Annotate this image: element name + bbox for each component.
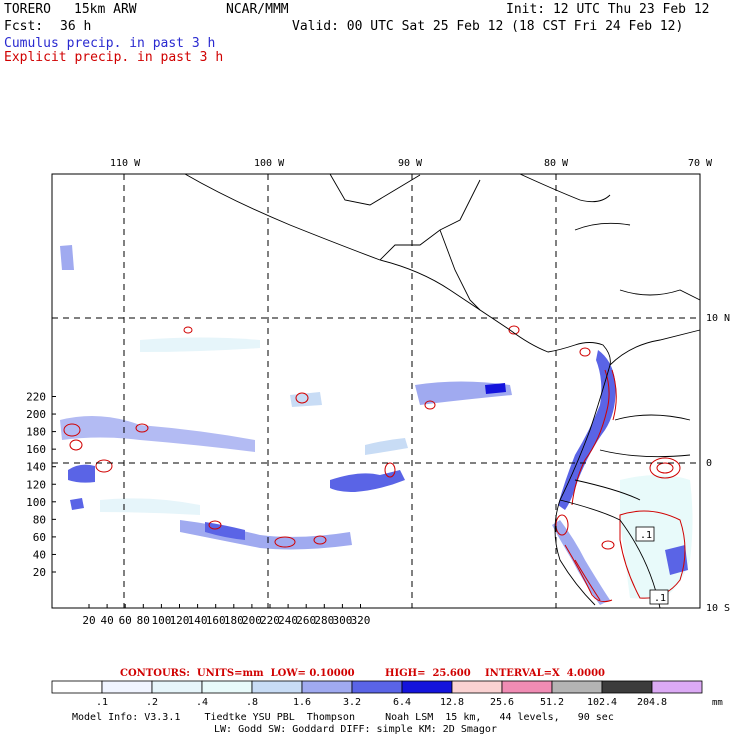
colorbar-label: 12.8 [440, 697, 464, 708]
y-tick-label: 180 [26, 426, 46, 439]
cumulus-precip-areas [60, 245, 693, 605]
y-tick-label: 200 [26, 408, 46, 421]
colorbar-swatch [301, 680, 353, 694]
x-tick-label: 120 [170, 614, 190, 627]
contour-label-box-2 [649, 589, 669, 605]
field-explicit-title: Explicit precip. in past 3 h [4, 50, 224, 65]
colorbar-label: 6.4 [393, 697, 411, 708]
explicit-precip-contours [63, 325, 686, 603]
colorbar-swatch [201, 680, 253, 694]
colorbar-label: .4 [196, 697, 208, 708]
lat-label-10n: 10 N [706, 313, 730, 324]
contour-high: HIGH= 25.600 [385, 668, 471, 679]
colorbar-swatch [251, 680, 303, 694]
colorbar-swatch [101, 680, 153, 694]
graticule [52, 174, 700, 608]
x-tick-label: 260 [296, 614, 316, 627]
colorbar-unit: mm [712, 698, 723, 708]
lat-label-10s: 10 S [706, 603, 730, 614]
y-tick-label: 140 [26, 461, 46, 474]
x-tick-label: 200 [242, 614, 262, 627]
x-tick-label: 140 [188, 614, 208, 627]
colorbar-swatch [451, 680, 503, 694]
lon-label-90w: 90 W [398, 158, 423, 169]
colorbar-label: 25.6 [490, 697, 514, 708]
model-info-line1: Model Info: V3.3.1 Tiedtke YSU PBL Thomp… [72, 712, 614, 723]
init-time: Init: 12 UTC Thu 23 Feb 12 [506, 2, 710, 17]
field-cumulus-title: Cumulus precip. in past 3 h [4, 36, 216, 51]
y-tick-labels: 20 40 60 80 100 120 140 160 180 200 220 [26, 391, 46, 580]
contour-interval: INTERVAL=X 4.0000 [485, 668, 605, 679]
y-tick-label: 40 [33, 548, 46, 561]
contour-label-box-1 [635, 526, 655, 542]
lon-label-80w: 80 W [544, 158, 569, 169]
colorbar-swatch [551, 680, 603, 694]
model-name: TORERO [4, 2, 51, 17]
coastlines [184, 173, 701, 609]
colorbar-label: 3.2 [343, 697, 361, 708]
x-tick-labels: 20 40 60 80 10012014016018020022024026028030… [82, 614, 370, 627]
tick-marks [52, 396, 361, 608]
x-tick-label: 20 [82, 614, 95, 627]
plot-frame [51, 173, 701, 609]
colorbar-swatch [651, 680, 703, 694]
contour-label-1: .1 [640, 530, 652, 541]
lon-label-110w: 110 W [110, 158, 141, 169]
colorbar-label: .1 [96, 697, 108, 708]
x-tick-label: 220 [260, 614, 280, 627]
colorbar-label: .8 [246, 697, 258, 708]
x-tick-label: 80 [137, 614, 150, 627]
valid-time: Valid: 00 UTC Sat 25 Feb 12 (18 CST Fri … [292, 19, 684, 34]
colorbar-swatch [401, 680, 453, 694]
x-tick-label: 300 [332, 614, 352, 627]
contour-units: CONTOURS: UNITS=mm LOW= 0.10000 [120, 668, 355, 679]
x-tick-label: 160 [206, 614, 226, 627]
y-tick-label: 220 [26, 391, 46, 404]
colorbar-label: 1.6 [293, 697, 311, 708]
x-tick-label: 320 [351, 614, 371, 627]
colorbar-swatch [601, 680, 653, 694]
fcst-label: Fcst: [4, 19, 44, 34]
lon-labels: 110 W 100 W 90 W 80 W 70 W [110, 158, 713, 169]
colorbar-label: 204.8 [637, 697, 667, 708]
x-tick-label: 100 [151, 614, 171, 627]
colorbar-swatch [51, 680, 103, 694]
y-tick-label: 120 [26, 478, 46, 491]
lon-label-70w: 70 W [688, 158, 713, 169]
y-tick-label: 60 [33, 531, 46, 544]
colorbar-swatch [501, 680, 553, 694]
model-org: NCAR/MMM [226, 2, 289, 17]
y-tick-label: 80 [33, 513, 46, 526]
colorbar-label: 102.4 [587, 697, 617, 708]
colorbar-label: .2 [146, 697, 158, 708]
colorbar-swatch [351, 680, 403, 694]
y-tick-label: 20 [33, 566, 46, 579]
y-tick-label: 160 [26, 443, 46, 456]
lat-label-0: 0 [706, 458, 712, 469]
colorbar: .1 .2 .4 .8 1.6 3.2 6.4 12.8 25.6 51.2 102.4 204.8 m… [51, 680, 723, 708]
x-tick-label: 280 [314, 614, 334, 627]
x-tick-label: 180 [224, 614, 244, 627]
fcst-value: 36 h [60, 19, 92, 34]
lat-labels: 10 N 0 10 S [706, 313, 730, 614]
model-info-line2: LW: Godd SW: Goddard DIFF: simple KM: 2D… [214, 724, 497, 735]
model-resolution: 15km ARW [74, 2, 137, 17]
colorbar-swatch [151, 680, 203, 694]
lon-label-100w: 100 W [254, 158, 285, 169]
contour-label-2: .1 [654, 593, 666, 604]
y-tick-label: 100 [26, 496, 46, 509]
x-tick-label: 60 [119, 614, 132, 627]
colorbar-label: 51.2 [540, 697, 564, 708]
x-tick-label: 240 [278, 614, 298, 627]
x-tick-label: 40 [100, 614, 113, 627]
